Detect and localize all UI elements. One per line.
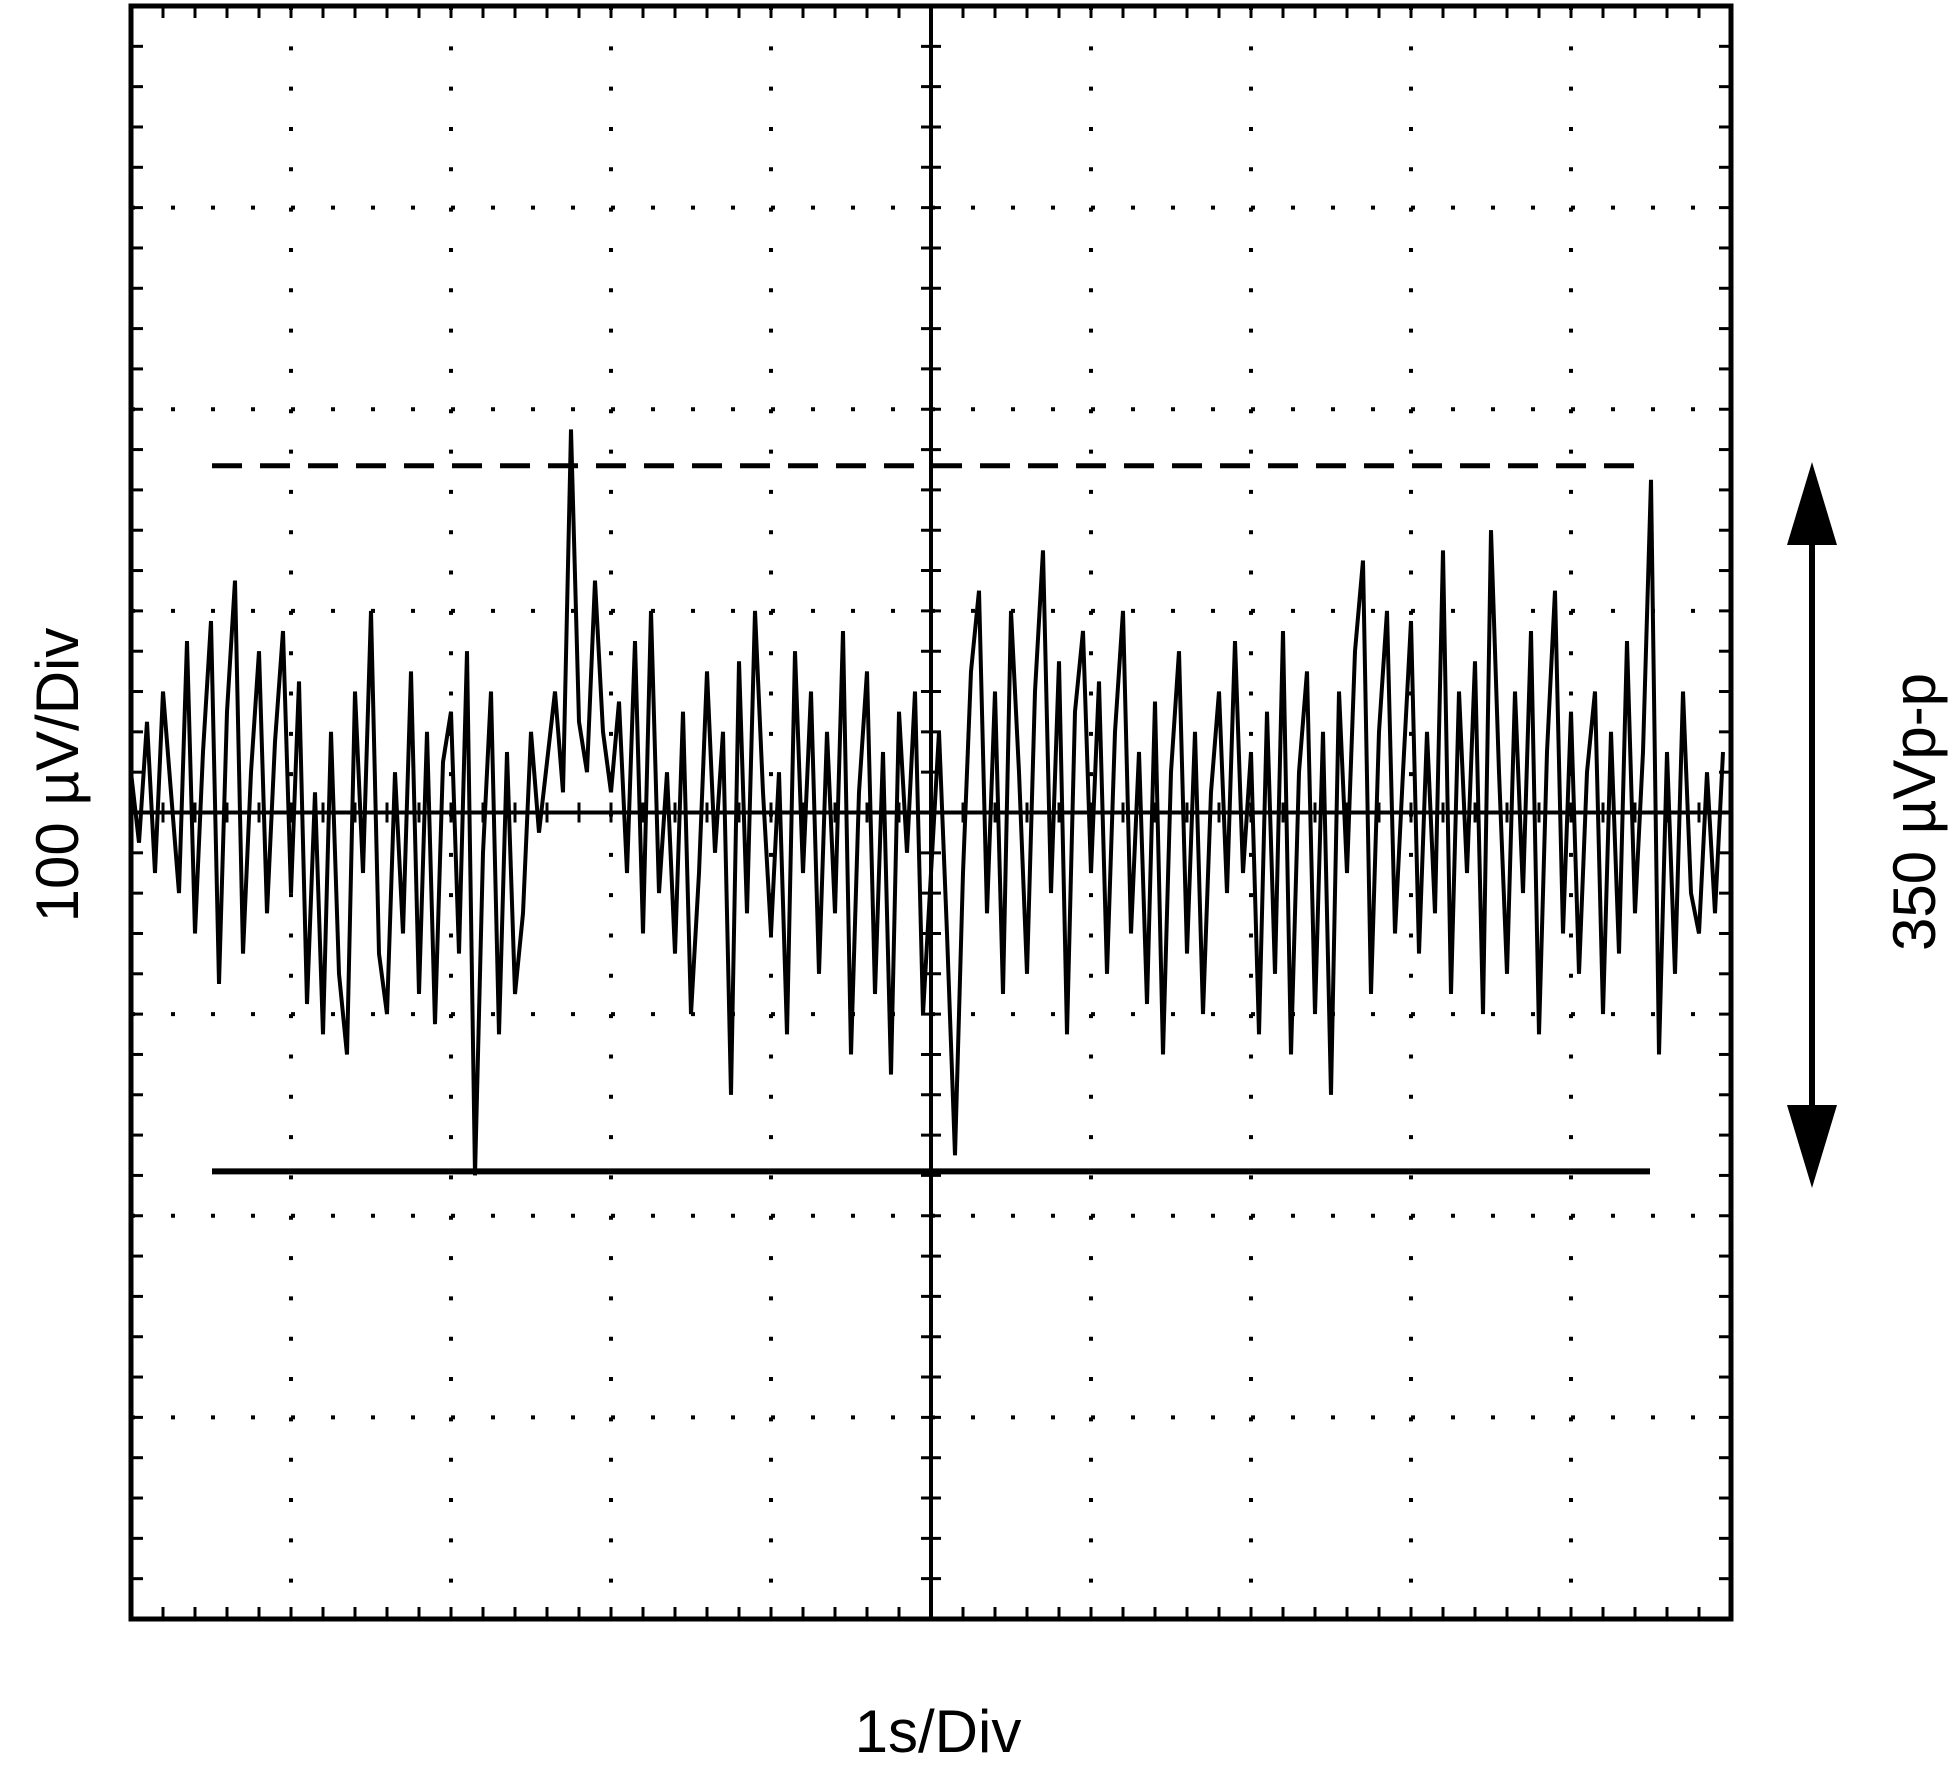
grid: [129, 4, 1733, 1621]
pp-arrow: [1787, 462, 1837, 1188]
trace: [129, 429, 1725, 1176]
x-axis-label: 1s/Div: [855, 1698, 1022, 1765]
noise-trace: [129, 429, 1725, 1176]
plot-frame: [128, 3, 1734, 1622]
peak-markers: [212, 463, 1650, 1175]
y-axis-label: 100 µV/Div: [24, 628, 91, 923]
pp-annotation: 350 µVp-p: [1881, 673, 1948, 951]
